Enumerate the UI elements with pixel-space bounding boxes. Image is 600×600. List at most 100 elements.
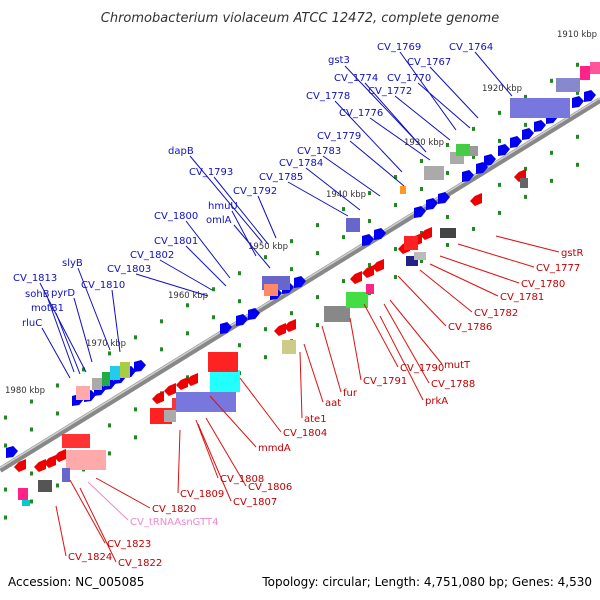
reverse-gene-arrow	[284, 319, 296, 332]
gene-label[interactable]: gst3	[328, 55, 350, 66]
gene-label[interactable]: mutT	[444, 360, 471, 371]
label-leader-line	[397, 275, 447, 327]
gene-label[interactable]: fur	[343, 388, 358, 399]
gene-label[interactable]: CV_1809	[180, 489, 224, 500]
gene-label[interactable]: mmdA	[258, 443, 291, 454]
reverse-gene-arrow	[186, 373, 198, 386]
gene-label[interactable]: CV_1779	[317, 131, 361, 142]
tick-mark	[30, 399, 33, 404]
gene-label[interactable]: CV_1782	[474, 308, 518, 319]
gene-label[interactable]: CV_1801	[154, 236, 198, 247]
label-leader-line	[87, 481, 129, 521]
gene-label[interactable]: CV_1791	[363, 376, 407, 387]
label-leader-line	[231, 210, 257, 257]
tick-mark	[368, 263, 371, 268]
gene-label[interactable]: CV_1820	[152, 504, 196, 515]
gene-label[interactable]: CV_1772	[368, 86, 412, 97]
tick-mark	[576, 134, 579, 139]
gene-label[interactable]: CV_1802	[130, 250, 174, 261]
gene-label[interactable]: CV_1790	[400, 363, 444, 374]
gene-label[interactable]: pyrD	[51, 288, 75, 299]
gene-label[interactable]: CV_1774	[334, 73, 378, 84]
forward-gene-arrow	[414, 206, 426, 218]
tick-mark	[550, 78, 553, 83]
tick-mark	[290, 239, 293, 244]
gene-label[interactable]: CV_1780	[521, 279, 565, 290]
gene-label[interactable]: prkA	[425, 396, 448, 407]
gene-label[interactable]: CV_1822	[118, 558, 162, 569]
gene-label[interactable]: CV_1764	[449, 42, 493, 53]
gene-label[interactable]: CV_1807	[233, 497, 277, 508]
label-leader-line	[111, 289, 121, 353]
gene-label[interactable]: CV_1776	[339, 108, 383, 119]
gene-label[interactable]: slyB	[62, 258, 83, 269]
tick-mark	[498, 110, 501, 115]
gene-label[interactable]: CV_1783	[297, 146, 341, 157]
tick-mark	[238, 343, 241, 348]
forward-gene-arrow	[522, 128, 534, 140]
gene-label[interactable]: ate1	[304, 414, 327, 425]
kbp-label: 1950 kbp	[248, 242, 288, 252]
gene-feature-block	[120, 362, 130, 378]
gene-label[interactable]: aat	[325, 398, 341, 409]
tick-mark	[30, 427, 33, 432]
gene-label[interactable]: sohB	[25, 289, 50, 300]
gene-feature-block	[590, 62, 600, 74]
label-leader-line	[39, 282, 87, 373]
gene-label[interactable]: gstR	[561, 248, 583, 259]
gene-label[interactable]: CV_1804	[283, 428, 327, 439]
label-leader-line	[135, 273, 209, 297]
gene-label[interactable]: CV_1777	[536, 263, 580, 274]
gene-label[interactable]: CV_1786	[448, 322, 492, 333]
reverse-gene-arrow	[372, 259, 384, 272]
label-leader-line	[79, 487, 117, 563]
gene-label[interactable]: CV_1824	[68, 552, 112, 563]
gene-feature-block	[62, 468, 70, 482]
gene-label[interactable]: dapB	[168, 146, 194, 157]
gene-label[interactable]: CV_1803	[107, 264, 151, 275]
gene-label[interactable]: omlA	[206, 215, 232, 226]
label-leader-line	[55, 505, 67, 557]
gene-label[interactable]: CV_1778	[306, 91, 350, 102]
label-leader-line	[299, 351, 303, 419]
gene-label[interactable]: CV_1813	[13, 273, 57, 284]
gene-feature-block	[456, 144, 470, 156]
gene-label[interactable]: CV_1781	[500, 292, 544, 303]
gene-label[interactable]: CV_1806	[248, 482, 292, 493]
label-leader-line	[69, 479, 106, 544]
gene-label[interactable]: CV_1788	[431, 379, 475, 390]
label-leader-line	[439, 255, 520, 284]
tick-mark	[446, 214, 449, 219]
gene-label[interactable]: CV_1784	[279, 158, 323, 169]
gene-label[interactable]: CV_1769	[377, 42, 421, 53]
label-leader-line	[257, 195, 277, 239]
gene-label[interactable]: CV_1810	[81, 280, 125, 291]
tick-mark	[4, 415, 7, 420]
tick-mark	[394, 275, 397, 280]
tick-mark	[316, 295, 319, 300]
gene-label[interactable]: CV_1770	[387, 73, 431, 84]
gene-label[interactable]: CV_1792	[233, 186, 277, 197]
gene-label[interactable]: motB1	[31, 303, 64, 314]
gene-label[interactable]: CV_1785	[259, 172, 303, 183]
tick-mark	[30, 499, 33, 504]
gene-feature-block	[110, 366, 120, 380]
gene-label[interactable]: CV_1823	[107, 539, 151, 550]
tick-mark	[420, 259, 423, 263]
gene-label[interactable]: rluC	[22, 318, 42, 329]
reverse-gene-arrow	[350, 271, 362, 284]
gene-label[interactable]: hmuU	[208, 201, 238, 212]
gene-label[interactable]: CV_1800	[154, 211, 198, 222]
gene-label[interactable]: CV_1808	[220, 474, 264, 485]
forward-gene-arrow	[374, 228, 386, 240]
gene-label[interactable]: CV_tRNAAsnGTT4	[130, 517, 218, 528]
tick-mark	[186, 303, 189, 308]
label-leader-line	[55, 312, 81, 375]
label-leader-line	[239, 377, 282, 433]
gene-label[interactable]: CV_1793	[189, 167, 233, 178]
gene-label[interactable]: CV_1767	[407, 57, 451, 68]
label-leader-line	[321, 325, 342, 393]
gene-feature-block	[406, 256, 418, 266]
gene-feature-block	[346, 218, 360, 232]
tick-mark	[472, 154, 475, 159]
